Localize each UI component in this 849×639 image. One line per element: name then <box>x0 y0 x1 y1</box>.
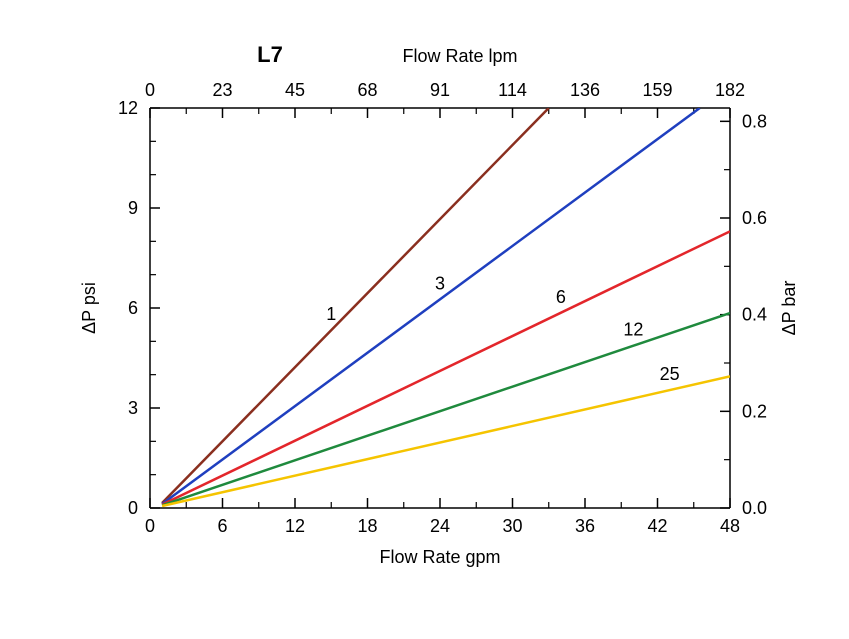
y-left-tick-label: 6 <box>128 298 138 318</box>
series-label-6: 6 <box>556 287 566 307</box>
x-top-tick-label: 182 <box>715 80 745 100</box>
y-left-tick-label: 0 <box>128 498 138 518</box>
series-label-1: 1 <box>326 304 336 324</box>
x-top-tick-label: 45 <box>285 80 305 100</box>
x-top-title: Flow Rate lpm <box>402 46 517 66</box>
chart-title: L7 <box>257 42 283 67</box>
x-bottom-tick-label: 18 <box>357 516 377 536</box>
pressure-flow-chart: 0612182430364248Flow Rate gpm02345689111… <box>0 0 849 639</box>
x-top-tick-label: 68 <box>357 80 377 100</box>
y-right-tick-label: 0.0 <box>742 498 767 518</box>
x-bottom-tick-label: 36 <box>575 516 595 536</box>
x-bottom-title: Flow Rate gpm <box>379 547 500 567</box>
y-left-tick-label: 3 <box>128 398 138 418</box>
x-bottom-tick-label: 6 <box>217 516 227 536</box>
x-bottom-tick-label: 0 <box>145 516 155 536</box>
y-left-title: ΔP psi <box>79 282 99 334</box>
y-right-title: ΔP bar <box>779 281 799 336</box>
series-label-3: 3 <box>435 273 445 293</box>
y-left-tick-label: 9 <box>128 198 138 218</box>
x-top-tick-label: 23 <box>212 80 232 100</box>
x-bottom-tick-label: 42 <box>647 516 667 536</box>
series-label-12: 12 <box>623 320 643 340</box>
y-right-tick-label: 0.4 <box>742 305 767 325</box>
y-left-tick-label: 12 <box>118 98 138 118</box>
x-top-tick-label: 91 <box>430 80 450 100</box>
x-bottom-tick-label: 12 <box>285 516 305 536</box>
chart-svg: 0612182430364248Flow Rate gpm02345689111… <box>0 0 849 639</box>
x-top-tick-label: 114 <box>498 80 527 100</box>
x-bottom-tick-label: 30 <box>502 516 522 536</box>
y-right-tick-label: 0.6 <box>742 208 767 228</box>
x-top-tick-label: 159 <box>642 80 672 100</box>
series-label-25: 25 <box>660 364 680 384</box>
y-right-tick-label: 0.8 <box>742 111 767 131</box>
x-bottom-tick-label: 48 <box>720 516 740 536</box>
x-top-tick-label: 0 <box>145 80 155 100</box>
x-top-tick-label: 136 <box>570 80 600 100</box>
y-right-tick-label: 0.2 <box>742 401 767 421</box>
x-bottom-tick-label: 24 <box>430 516 450 536</box>
